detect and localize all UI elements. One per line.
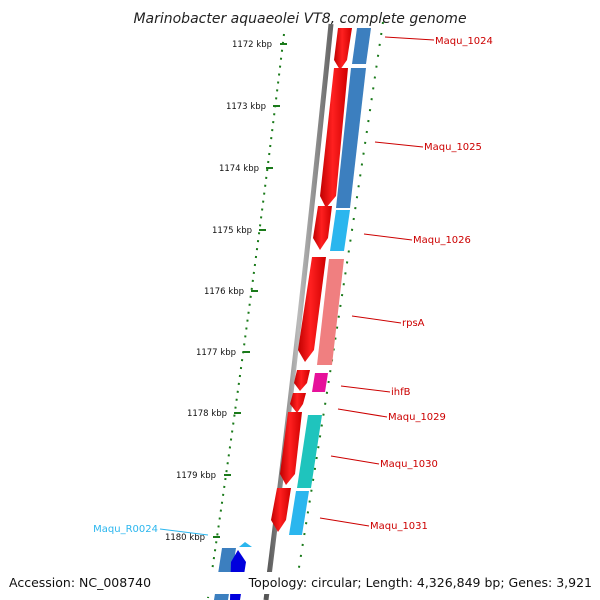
scale-ring xyxy=(207,33,285,599)
kbp-tick-1178: 1178 kbp xyxy=(187,409,241,419)
cds-arrow-1025[interactable] xyxy=(320,68,348,208)
gene-labels: Maqu_1024 Maqu_1025 Maqu_1026 rpsA ihfB … xyxy=(93,36,493,535)
cds-arrow-1026[interactable] xyxy=(313,206,332,250)
cds-arrow-1029[interactable] xyxy=(290,393,306,413)
kbp-label: 1174 kbp xyxy=(219,164,259,174)
cds-strand xyxy=(271,28,352,532)
topology-text: Topology: circular; Length: 4,326,849 bp… xyxy=(248,575,592,590)
kbp-tick-1180: 1180 kbp xyxy=(165,533,220,543)
gene-label-rpsa[interactable]: rpsA xyxy=(402,318,425,329)
leader-line xyxy=(351,315,402,324)
kbp-label: 1172 kbp xyxy=(232,40,272,50)
accession-text: Accession: NC_008740 xyxy=(9,575,151,590)
feature-block-1024[interactable] xyxy=(352,28,371,64)
feature-block-ihfb[interactable] xyxy=(312,373,328,392)
cds-arrow-rpsa[interactable] xyxy=(298,257,326,362)
gene-label-maqu-1029[interactable]: Maqu_1029 xyxy=(388,412,446,423)
cds-arrow-ihfb[interactable] xyxy=(294,370,310,391)
gene-label-maqu-1025[interactable]: Maqu_1025 xyxy=(424,142,482,153)
feature-block-1031[interactable] xyxy=(289,491,309,535)
footer-band xyxy=(0,572,600,594)
kbp-tick-1176: 1176 kbp xyxy=(204,287,258,297)
kbp-label: 1177 kbp xyxy=(196,348,236,358)
gene-label-maqu-1031[interactable]: Maqu_1031 xyxy=(370,521,428,532)
leader-line xyxy=(337,408,388,418)
feature-block-1025[interactable] xyxy=(336,68,366,208)
cds-arrow-1024[interactable] xyxy=(334,28,352,70)
leader-line xyxy=(319,517,370,527)
kbp-tick-1177: 1177 kbp xyxy=(196,348,250,358)
kbp-tick-1173: 1173 kbp xyxy=(226,102,280,112)
kbp-tick-1174: 1174 kbp xyxy=(219,164,273,174)
gene-label-maqu-1026[interactable]: Maqu_1026 xyxy=(413,235,471,246)
leader-line xyxy=(374,141,424,148)
feature-block-1030[interactable] xyxy=(297,415,322,488)
leader-line xyxy=(363,233,413,241)
gene-label-maqu-1030[interactable]: Maqu_1030 xyxy=(380,459,438,470)
gene-leaders xyxy=(159,36,435,536)
gene-label-maqu-1024[interactable]: Maqu_1024 xyxy=(435,36,493,47)
kbp-label: 1178 kbp xyxy=(187,409,227,419)
leader-line xyxy=(159,528,209,536)
leader-line xyxy=(340,385,391,393)
feature-strand xyxy=(214,28,371,600)
cds-arrow-1031[interactable] xyxy=(271,488,291,532)
genome-title: Marinobacter aquaeolei VT8, complete gen… xyxy=(133,11,466,27)
kbp-label: 1176 kbp xyxy=(204,287,244,297)
gene-label-ihfb[interactable]: ihfB xyxy=(391,387,411,398)
feature-block-r0024[interactable] xyxy=(239,542,252,547)
kbp-scale: 1172 kbp 1173 kbp 1174 kbp 1175 kbp 1176… xyxy=(165,40,287,543)
kbp-tick-1172: 1172 kbp xyxy=(232,40,287,50)
leader-line xyxy=(384,36,435,41)
kbp-label: 1179 kbp xyxy=(176,471,216,481)
feature-block-1026[interactable] xyxy=(330,210,350,251)
kbp-label: 1173 kbp xyxy=(226,102,266,112)
kbp-label: 1175 kbp xyxy=(212,226,252,236)
kbp-label: 1180 kbp xyxy=(165,533,205,543)
kbp-tick-1179: 1179 kbp xyxy=(176,471,231,481)
feature-block-rpsa[interactable] xyxy=(317,259,344,365)
cds-arrow-1030[interactable] xyxy=(280,412,302,485)
gene-label-maqu-r0024[interactable]: Maqu_R0024 xyxy=(93,524,158,535)
kbp-tick-1175: 1175 kbp xyxy=(212,226,266,236)
leader-line xyxy=(330,455,380,465)
